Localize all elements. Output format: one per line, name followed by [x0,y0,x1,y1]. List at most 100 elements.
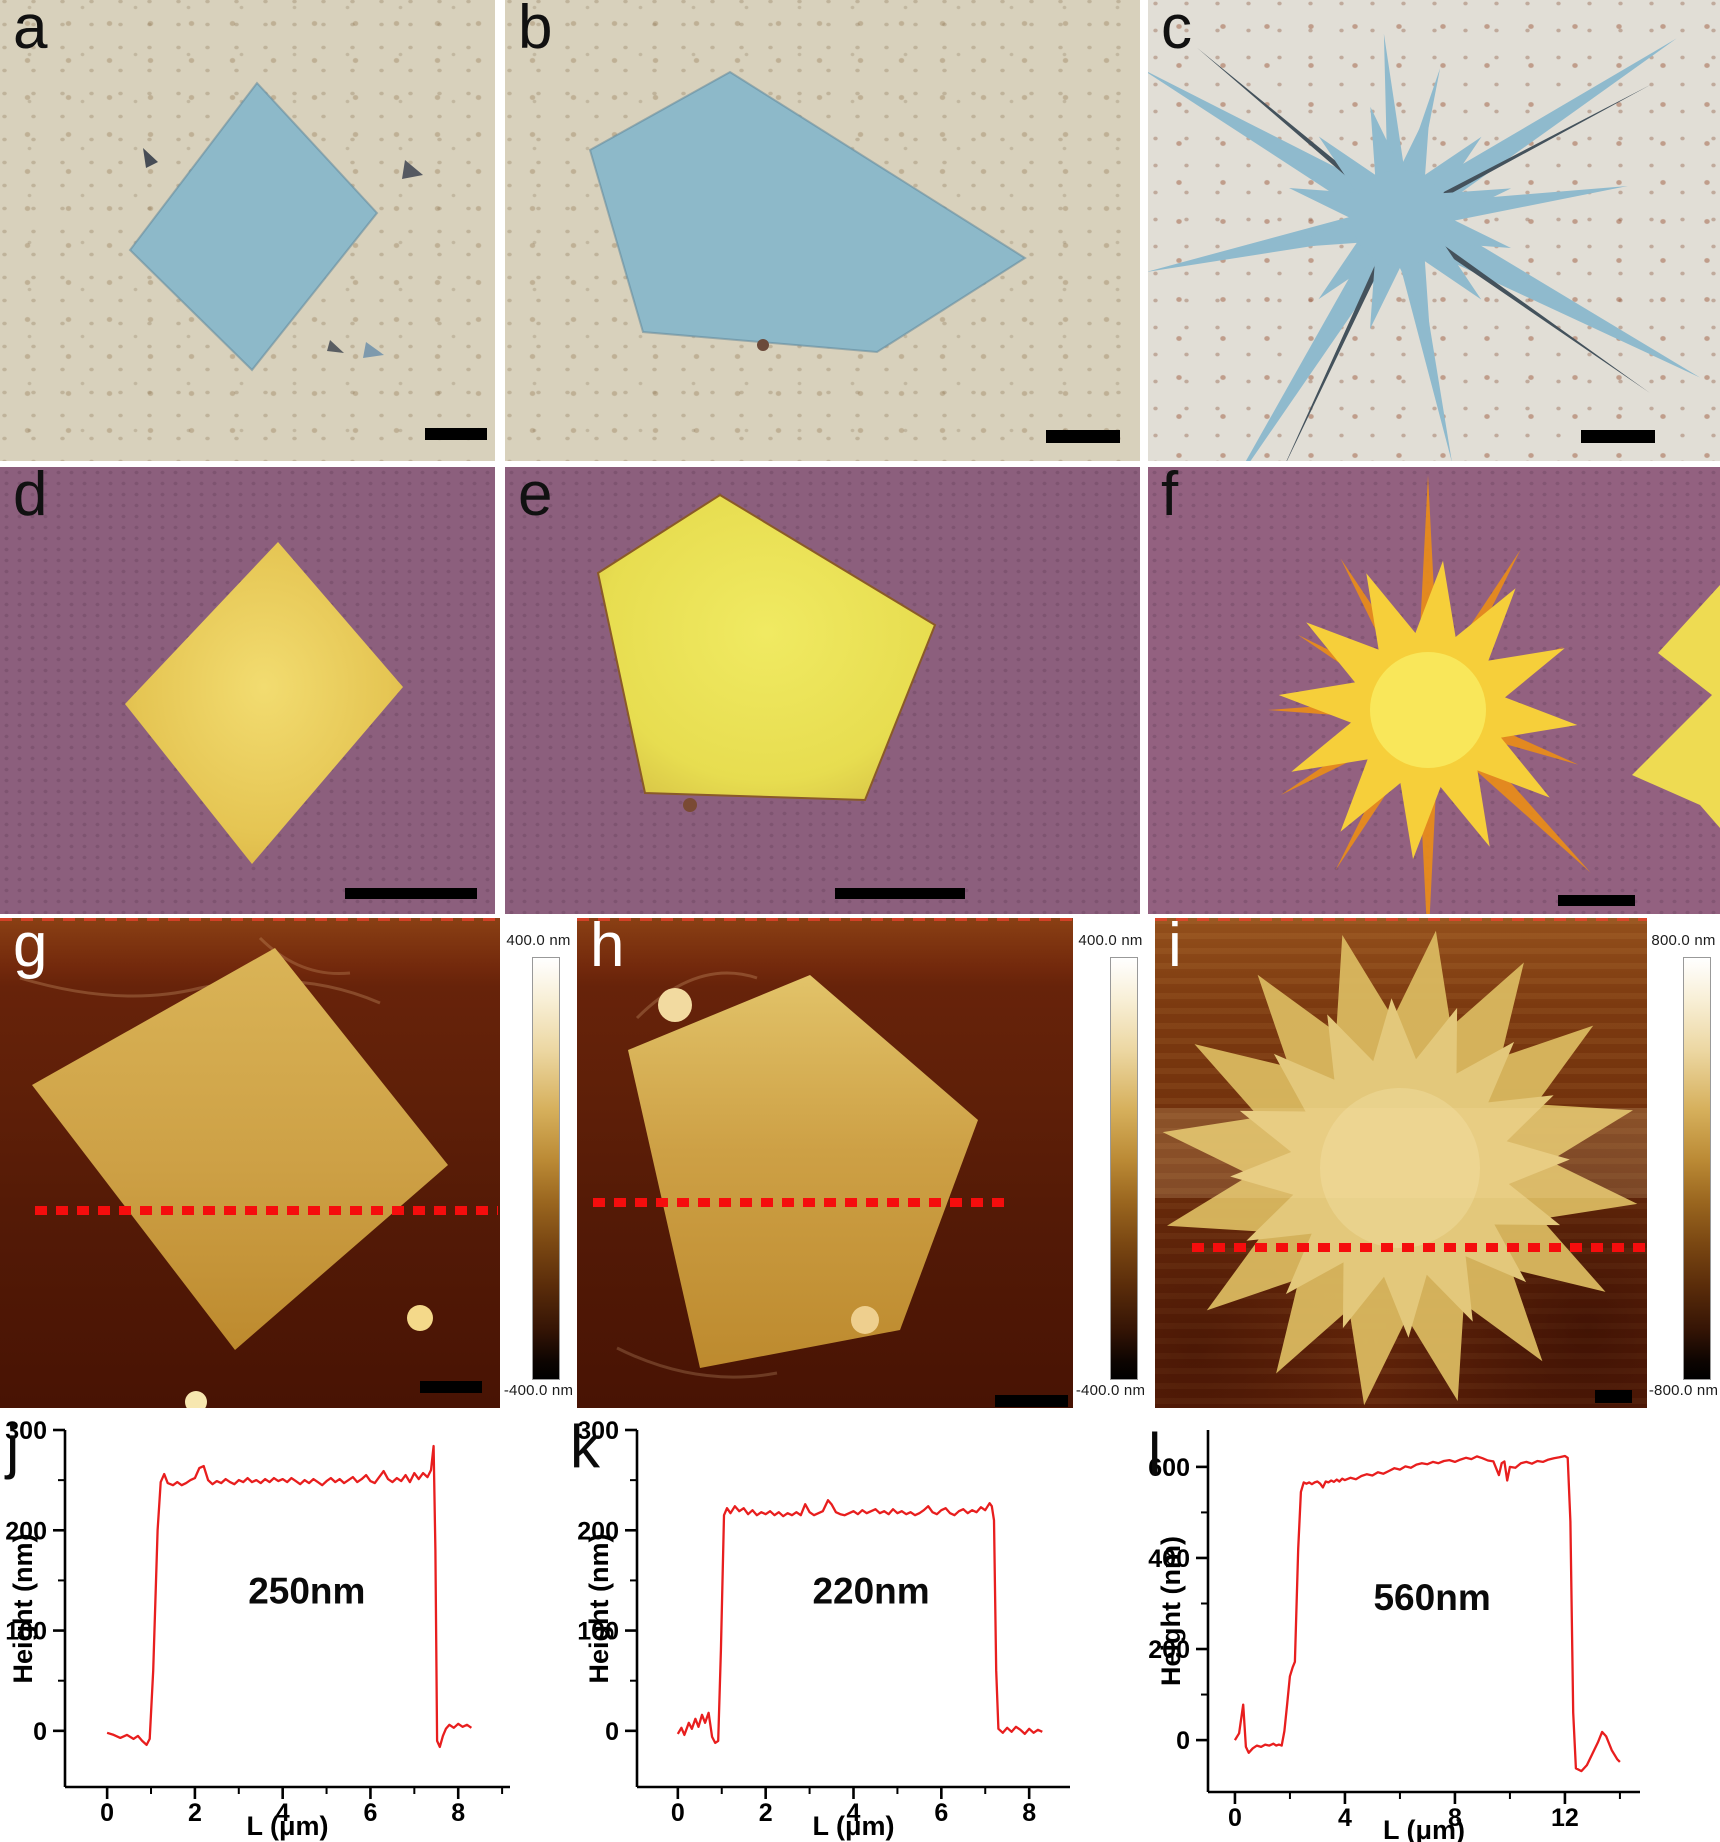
crystal-shape [596,493,937,802]
bright-particle [658,988,692,1022]
panel-i-afm-image: i [1155,918,1647,1408]
x-tick-label: 12 [1551,1804,1579,1832]
scale-bar [420,1381,482,1393]
debris-speck [402,160,423,179]
red-line-artifact [1155,918,1647,921]
yellow-diamond-crystal [125,542,403,864]
thickness-annotation: 560nm [1373,1577,1490,1618]
height-profile-chart-l: 0 4 8 12 0 200 400 600 560nm L (μm) Height (nm) [1148,1430,1640,1842]
profile-line-marker [35,1206,498,1215]
orange-flower-crystal [1268,475,1720,914]
crystal-ray [1245,245,1390,461]
colorbar-g: 400.0 nm -400.0 nm [500,918,577,1408]
crystal-ray [1148,71,1373,211]
profile-line-marker [1192,1243,1647,1252]
panel-b-optical-image: b [505,0,1140,461]
scale-bar [835,888,965,899]
scale-bar [1046,430,1120,443]
debris-speck [757,339,769,351]
panel-label: h [590,918,625,980]
panel-label: a [13,0,48,62]
panel-label: c [1161,0,1192,62]
colorbar-i: 800.0 nm -800.0 nm [1647,918,1720,1408]
crystal-ray [1426,38,1677,208]
x-tick-label: 4 [276,1799,290,1827]
y-tick-label: 200 [577,1517,619,1545]
colorbar-min-label: -400.0 nm [503,1382,574,1399]
colorbar-max-label: 400.0 nm [1078,932,1143,949]
surface-fiber [258,936,351,976]
dark-needle [1434,84,1652,202]
profile-line-marker [593,1198,1010,1207]
bright-particle [185,1391,207,1408]
crystal-ray [1438,186,1628,224]
y-tick-label: 100 [5,1618,47,1646]
yellow-pentagon-crystal [596,493,937,812]
scale-bar [995,1395,1068,1407]
x-tick-label: 2 [188,1799,202,1827]
dark-needle [1431,238,1650,393]
y-axis-title: Height (nm) [1156,1536,1186,1686]
x-axis-title: L (μm) [246,1811,328,1841]
x-tick-label: 6 [934,1799,948,1827]
scale-bar [1581,430,1655,443]
dark-needle [1197,47,1372,195]
x-tick-label: 4 [1338,1804,1352,1832]
afm-square-crystal [19,936,448,1408]
crystal-center [1370,652,1486,768]
blue-star-crystal [1148,33,1701,461]
crystal-ray [1383,33,1406,179]
debris-speck [327,340,344,353]
surface-fiber [19,976,381,1005]
y-tick-label: 100 [577,1618,619,1646]
thickness-annotation: 220nm [812,1570,929,1611]
scale-bar [425,428,487,440]
x-tick-label: 4 [847,1799,861,1827]
panel-label: e [518,467,553,529]
debris-speck [683,798,697,812]
afm-pentagon-crystal [616,971,978,1379]
profile-trace [676,1499,1043,1745]
panel-label: b [518,0,553,62]
thickness-annotation: 250nm [248,1570,365,1611]
x-axis-title: L (μm) [1383,1815,1465,1842]
panel-label: d [13,467,48,529]
crystal-shape [125,542,403,864]
scale-bar [345,888,477,899]
x-axis-title: L (μm) [812,1811,894,1841]
panel-g-afm-image: g [0,918,500,1408]
colorbar-gradient [1110,957,1138,1380]
panel-label: j [6,1413,20,1480]
neighbor-crystal [1632,585,1720,828]
crystal-ray [1398,255,1452,461]
panel-a-optical-image: a [0,0,495,461]
scan-band-artifact [1155,1108,1647,1198]
panel-label: g [13,918,48,980]
height-profile-chart-k: 0 2 4 6 8 0 100 200 300 220nm L (μm) Height (nm) [577,1417,1070,1841]
x-tick-label: 0 [1228,1804,1242,1832]
colorbar-max-label: 800.0 nm [1651,932,1716,949]
y-axis-title: Height (nm) [8,1534,38,1684]
panel-label: k [570,1413,600,1480]
y-tick-label: 300 [5,1417,47,1445]
y-tick-label: 600 [1148,1454,1190,1482]
crystal-shape [588,70,1027,354]
debris-speck [363,342,384,358]
panel-e-optical-image: e [505,467,1140,914]
y-axis-title: Height (nm) [584,1534,614,1684]
y-tick-label: 400 [1148,1545,1190,1573]
colorbar-gradient [1683,957,1711,1380]
height-profile-chart-j: 0 2 4 6 8 0 100 200 300 250nm L (μm) Height (nm) [5,1417,510,1841]
x-tick-label: 6 [363,1799,377,1827]
y-tick-label: 0 [33,1718,47,1746]
debris-speck [143,148,158,168]
scale-bar [1595,1390,1632,1403]
panel-label: i [1168,918,1182,980]
colorbar-min-label: -400.0 nm [1075,1382,1146,1399]
crystal-ray [1427,222,1701,378]
blue-pentagon-crystal [588,70,1027,354]
crystal-shape [32,948,448,1350]
crystal-center [1320,1088,1480,1248]
y-tick-label: 0 [605,1718,619,1746]
